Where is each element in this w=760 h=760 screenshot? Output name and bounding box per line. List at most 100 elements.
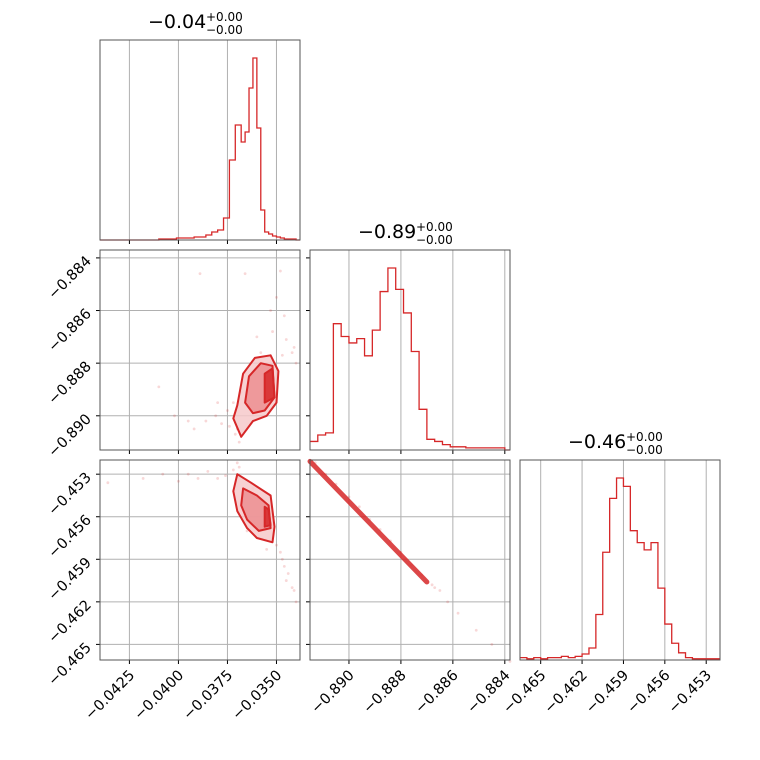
p0_p1-point-10 bbox=[284, 338, 288, 341]
p2_hist-xtick-label-4: −0.453 bbox=[666, 668, 715, 717]
p1_hist-title-sup: +0.00 bbox=[416, 220, 453, 234]
p0_hist-frame bbox=[99, 39, 301, 241]
p0_p2-point-22 bbox=[206, 469, 210, 473]
p0_p2-point-4 bbox=[231, 468, 235, 472]
p0_p1-ytick-label-3: −0.890 bbox=[46, 411, 95, 460]
p0_p2-point-1 bbox=[196, 477, 200, 480]
p0_p2-xtick-label-0: −0.0425 bbox=[82, 668, 138, 724]
p0_p2-point-16 bbox=[237, 465, 241, 469]
p0_hist-title-value: −0.04 bbox=[148, 11, 206, 33]
p0_p1-point-0 bbox=[186, 419, 190, 423]
p0_p1-point-28 bbox=[216, 401, 220, 405]
p0_p2-ytick-label-3: −0.462 bbox=[46, 597, 95, 646]
p0_p2-xtick-label-1: −0.0400 bbox=[131, 668, 187, 724]
p2_hist-title-sup: +0.00 bbox=[626, 430, 663, 444]
p1_p2-point-10 bbox=[334, 482, 338, 486]
p0_p2-point-15 bbox=[235, 461, 239, 465]
p0_p2-frame bbox=[99, 459, 301, 661]
p0_p1-point-24 bbox=[233, 432, 237, 436]
p1_p2-point-18 bbox=[420, 573, 424, 577]
p0_p1-point-7 bbox=[198, 272, 202, 276]
p0_p2-point-14 bbox=[294, 600, 298, 604]
p0_p1-point-22 bbox=[294, 361, 298, 365]
p0_p1-point-14 bbox=[271, 330, 274, 333]
p2_hist-frame bbox=[519, 459, 721, 661]
p1_p2-point-13 bbox=[368, 518, 372, 521]
p0_p2-ytick-label-4: −0.465 bbox=[46, 640, 95, 689]
p1_p2-point-14 bbox=[378, 528, 382, 531]
p1_p2-point-11 bbox=[347, 495, 351, 499]
p0_p1-frame bbox=[99, 249, 301, 451]
p2_hist-xtick-label-2: −0.459 bbox=[583, 668, 632, 717]
p1_p2-point-6 bbox=[430, 583, 434, 587]
p0_p1-point-15 bbox=[259, 351, 263, 355]
p0_p1-point-20 bbox=[173, 414, 176, 418]
p1_p2-point-16 bbox=[399, 550, 403, 554]
p1_p2-point-8 bbox=[313, 461, 317, 465]
p0_p2-ytick-label-2: −0.459 bbox=[46, 555, 95, 604]
p1_p2-point-12 bbox=[357, 505, 361, 509]
p0_p2-point-25 bbox=[292, 589, 296, 592]
p0_p2-point-2 bbox=[216, 477, 220, 480]
p0_p2-point-10 bbox=[286, 572, 290, 575]
p0_p1-ytick-label-0: −0.884 bbox=[46, 253, 95, 302]
p1_p2-point-7 bbox=[433, 586, 437, 590]
p1_p2-xtick-label-1: −0.888 bbox=[360, 668, 409, 717]
p0_hist-title-sup: +0.00 bbox=[206, 10, 243, 24]
p0_p1-ytick-label-2: −0.888 bbox=[46, 359, 95, 408]
p1_hist-step bbox=[310, 267, 510, 451]
p0_p2-point-8 bbox=[275, 543, 278, 547]
p1_p2-band bbox=[307, 458, 430, 585]
p1_p2-point-2 bbox=[456, 611, 460, 615]
p0_p1-point-8 bbox=[243, 272, 247, 276]
p0_p1-point-12 bbox=[280, 353, 284, 357]
p2_hist-step bbox=[520, 477, 720, 660]
p1_p2-point-3 bbox=[474, 628, 478, 632]
p0_hist-step bbox=[100, 57, 300, 241]
p0_p1-point-11 bbox=[290, 351, 294, 355]
p0_p2-point-19 bbox=[265, 547, 269, 551]
p0_p2-point-11 bbox=[290, 586, 294, 590]
p2_hist-xtick-label-1: −0.462 bbox=[542, 668, 591, 717]
p0_p2-point-12 bbox=[284, 579, 288, 582]
p0_p2-contour-2 bbox=[263, 505, 272, 528]
p0_p2-point-21 bbox=[177, 479, 180, 483]
p0_p1-point-23 bbox=[226, 409, 229, 412]
p1_p2-point-15 bbox=[389, 539, 392, 543]
p0_p1-point-4 bbox=[220, 422, 223, 426]
p1_p2-point-4 bbox=[490, 642, 494, 646]
data-layer bbox=[100, 57, 720, 663]
frame-layer bbox=[96, 39, 721, 664]
p0_p2-point-6 bbox=[161, 472, 165, 476]
p0_hist-title-sub: −0.00 bbox=[206, 23, 243, 37]
p0_p2-point-3 bbox=[224, 474, 227, 478]
p0_p1-point-18 bbox=[231, 401, 235, 405]
p1_p2-point-17 bbox=[409, 563, 413, 567]
p0_p2-point-7 bbox=[106, 481, 110, 485]
p0_p1-point-13 bbox=[292, 345, 296, 349]
p0_p1-point-1 bbox=[192, 427, 196, 431]
p0_p2-point-5 bbox=[141, 477, 145, 480]
p1_p2-xtick-label-0: −0.890 bbox=[309, 668, 358, 717]
p1_p2-point-1 bbox=[446, 600, 450, 604]
p1_hist-frame bbox=[309, 249, 511, 451]
p0_p1-point-19 bbox=[157, 385, 161, 389]
p0_p1-point-21 bbox=[278, 269, 282, 273]
p0_p1-ytick-label-1: −0.886 bbox=[46, 306, 95, 355]
p1_p2-point-9 bbox=[324, 472, 327, 476]
p0_p2-ytick-label-0: −0.453 bbox=[46, 470, 95, 519]
label-layer: −0.04 +0.00−0.00−0.89 +0.00−0.00−0.46 +0.00… bbox=[46, 10, 715, 723]
p0_p1-point-27 bbox=[282, 314, 286, 318]
p1_p2-frame bbox=[309, 459, 511, 661]
p0_p1-contour-2 bbox=[263, 367, 276, 404]
p0_p2-point-23 bbox=[282, 564, 286, 568]
p1_p2-xtick-label-2: −0.886 bbox=[412, 668, 461, 717]
p0_p2-xtick-label-2: −0.0375 bbox=[180, 668, 236, 724]
p0_p2-contour-1 bbox=[240, 487, 272, 532]
p0_p2-point-0 bbox=[186, 472, 190, 476]
grid-layer bbox=[100, 40, 707, 660]
p0_p1-point-26 bbox=[269, 309, 272, 312]
p1_hist-title-sub: −0.00 bbox=[416, 233, 453, 247]
p0_p1-point-25 bbox=[237, 440, 241, 444]
